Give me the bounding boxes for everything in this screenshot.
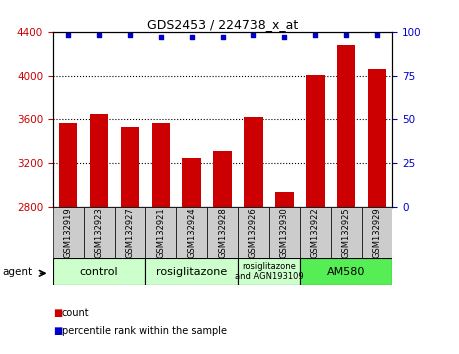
Text: GSM132928: GSM132928 xyxy=(218,207,227,258)
Point xyxy=(65,33,72,38)
Bar xyxy=(53,207,84,258)
Bar xyxy=(146,258,238,285)
Bar xyxy=(90,114,108,207)
Point xyxy=(342,33,350,38)
Point xyxy=(95,33,103,38)
Bar xyxy=(368,69,386,207)
Point xyxy=(250,33,257,38)
Text: GSM132930: GSM132930 xyxy=(280,207,289,258)
Text: agent: agent xyxy=(2,267,33,276)
Bar xyxy=(183,158,201,207)
Text: GSM132921: GSM132921 xyxy=(157,207,165,258)
Text: percentile rank within the sample: percentile rank within the sample xyxy=(62,326,227,336)
Bar xyxy=(84,207,115,258)
Bar xyxy=(330,207,362,258)
Bar xyxy=(362,207,392,258)
Bar xyxy=(115,207,146,258)
Point xyxy=(281,34,288,40)
Bar xyxy=(300,258,392,285)
Bar xyxy=(176,207,207,258)
Bar xyxy=(306,75,325,207)
Text: GSM132919: GSM132919 xyxy=(64,207,73,258)
Bar xyxy=(337,45,355,207)
Text: count: count xyxy=(62,308,90,318)
Text: GSM132922: GSM132922 xyxy=(311,207,320,258)
Bar xyxy=(121,127,139,207)
Bar xyxy=(238,207,269,258)
Point xyxy=(219,34,226,40)
Bar xyxy=(53,258,146,285)
Point xyxy=(312,33,319,38)
Bar xyxy=(244,117,263,207)
Bar xyxy=(146,207,176,258)
Bar xyxy=(275,192,294,207)
Text: GSM132927: GSM132927 xyxy=(125,207,134,258)
Bar xyxy=(151,123,170,207)
Bar xyxy=(238,258,300,285)
Title: GDS2453 / 224738_x_at: GDS2453 / 224738_x_at xyxy=(147,18,298,31)
Text: GSM132925: GSM132925 xyxy=(341,207,351,258)
Bar xyxy=(300,207,330,258)
Text: GSM132926: GSM132926 xyxy=(249,207,258,258)
Point xyxy=(157,34,164,40)
Point xyxy=(126,33,134,38)
Bar xyxy=(213,151,232,207)
Text: rosiglitazone
and AGN193109: rosiglitazone and AGN193109 xyxy=(235,262,303,281)
Point xyxy=(188,34,196,40)
Text: ■: ■ xyxy=(53,308,62,318)
Text: GSM132923: GSM132923 xyxy=(95,207,104,258)
Text: ■: ■ xyxy=(53,326,62,336)
Text: rosiglitazone: rosiglitazone xyxy=(156,267,227,277)
Text: GSM132929: GSM132929 xyxy=(373,207,381,258)
Text: control: control xyxy=(80,267,118,277)
Point xyxy=(373,33,381,38)
Bar xyxy=(59,123,78,207)
Text: AM580: AM580 xyxy=(327,267,365,277)
Bar xyxy=(269,207,300,258)
Bar xyxy=(207,207,238,258)
Text: GSM132924: GSM132924 xyxy=(187,207,196,258)
